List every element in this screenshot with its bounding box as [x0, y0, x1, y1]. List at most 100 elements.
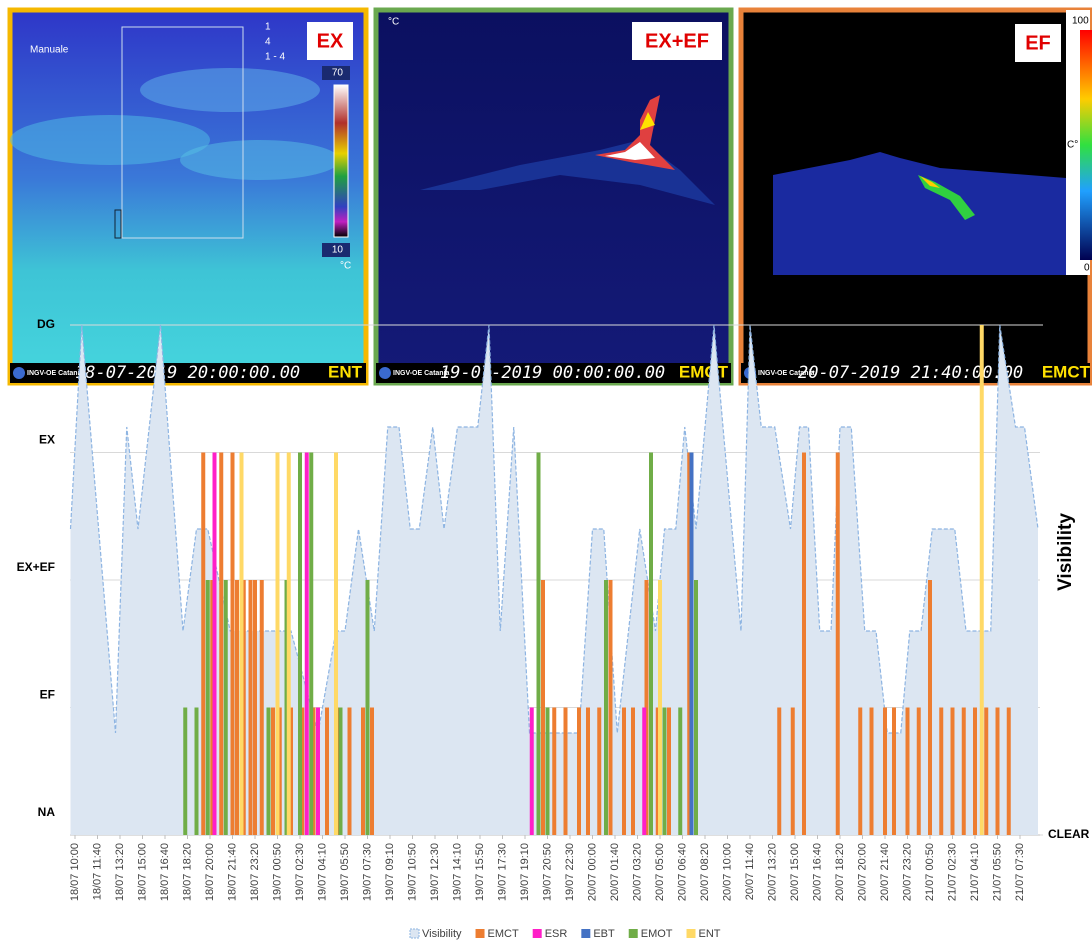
roi-label: 1 [265, 22, 271, 33]
bar [869, 707, 874, 835]
bar [687, 452, 692, 835]
bar [995, 707, 1000, 835]
x-tick-label: 20/07 03:20 [631, 843, 643, 901]
logo: INGV-OE Catania [27, 370, 84, 377]
x-tick-label: 18/07 11:40 [91, 843, 103, 900]
x-tick-label: 20/07 00:00 [586, 843, 598, 901]
bar [298, 452, 302, 835]
bar [545, 707, 550, 835]
bar [223, 580, 228, 835]
x-tick-label: 18/07 23:20 [249, 843, 261, 901]
x-tick-label: 21/07 04:10 [969, 843, 981, 901]
bar [239, 452, 244, 835]
bar [205, 580, 210, 835]
timestamp: 18-07-2019 20:00:00.00 [75, 363, 300, 383]
legend-label: ESR [545, 928, 568, 940]
plume-core [605, 142, 655, 160]
x-tick-label: 20/07 16:40 [811, 843, 823, 901]
bar [536, 452, 541, 835]
y-tick-label: EX [39, 433, 55, 447]
bar [608, 580, 613, 835]
label-box [1015, 24, 1061, 62]
logo: INGV-OE Catania [758, 370, 815, 377]
bar [275, 452, 280, 835]
bar [777, 707, 782, 835]
x-tick-label: 18/07 13:20 [114, 843, 126, 901]
scale-min: 0 [1084, 263, 1090, 274]
timestamp: 19-07-2019 00:00:00.00 [440, 363, 665, 383]
status-bar [10, 363, 366, 383]
thermal-panel: 100 C° 0 EF INGV-OE Catania 20-07-2019 2… [738, 7, 1092, 386]
bar [210, 580, 215, 835]
x-tick-label: 20/07 10:00 [721, 843, 733, 901]
plume [640, 112, 655, 130]
bar [631, 707, 635, 835]
bar [183, 707, 188, 835]
scale-max: 70 [332, 68, 344, 79]
bar [979, 325, 984, 835]
x-tick-label: 20/07 06:40 [676, 843, 688, 901]
x-tick-label: 19/07 15:50 [474, 843, 486, 901]
bar [586, 707, 590, 835]
unit: °C [340, 261, 351, 272]
bar [950, 707, 955, 835]
x-tick-label: 19/07 12:30 [429, 843, 441, 901]
x-tick-label: 18/07 20:00 [204, 843, 216, 901]
bar [304, 452, 309, 835]
x-tick-label: 19/07 05:50 [339, 843, 351, 901]
bar [316, 707, 320, 835]
bar [563, 707, 568, 835]
bar [678, 707, 683, 835]
y-tick-label: NA [38, 805, 56, 819]
scale-min: 10 [332, 245, 344, 256]
chart: NA EF EX+EF EX DG CLEAR FUZZY 18/07 10:00 18/07 … [17, 317, 1090, 940]
bar [219, 452, 224, 835]
x-tick-label: 19/07 20:50 [541, 843, 553, 901]
cloud [10, 115, 210, 165]
bar [235, 580, 239, 835]
bar [201, 452, 206, 835]
bar [248, 580, 253, 835]
scale-max: 100 [1072, 16, 1089, 27]
plume [595, 95, 675, 170]
bar [892, 707, 896, 835]
bar [277, 707, 282, 835]
panel-label: EF [1025, 32, 1051, 54]
x-tick-label: 20/07 05:00 [654, 843, 666, 901]
legend-label: Visibility [422, 928, 462, 940]
bar [334, 452, 338, 835]
bar [529, 707, 534, 835]
x-tick-label: 21/07 00:50 [924, 843, 936, 901]
x-tick-label: 21/07 07:30 [1014, 843, 1026, 901]
label-box [307, 22, 353, 60]
label-box [632, 22, 722, 60]
bar [194, 707, 199, 835]
y-tick-label: DG [37, 317, 55, 331]
mountain [773, 152, 1066, 275]
bar [289, 707, 293, 835]
bar [338, 707, 343, 835]
bar [597, 707, 602, 835]
unit: C° [1067, 140, 1078, 151]
bar [939, 707, 944, 835]
bar [266, 707, 271, 835]
bar [241, 580, 246, 835]
bar [802, 452, 806, 835]
bar [552, 707, 557, 835]
bar [835, 452, 840, 835]
bar [644, 580, 649, 835]
x-tick-label: 18/07 15:00 [136, 843, 148, 901]
bar [622, 707, 626, 835]
bar [658, 580, 662, 835]
logo-icon [379, 367, 391, 379]
legend-label: EMOT [641, 928, 673, 940]
y2-tick-label: CLEAR [1048, 827, 1090, 841]
y-tick-label: EF [40, 688, 55, 702]
bar [253, 580, 257, 835]
bar [642, 707, 647, 835]
roi-label: 4 [265, 37, 271, 48]
roi-box [114, 209, 122, 239]
bar [694, 580, 698, 835]
x-tick-label: 19/07 02:30 [294, 843, 306, 901]
bar [347, 707, 352, 835]
